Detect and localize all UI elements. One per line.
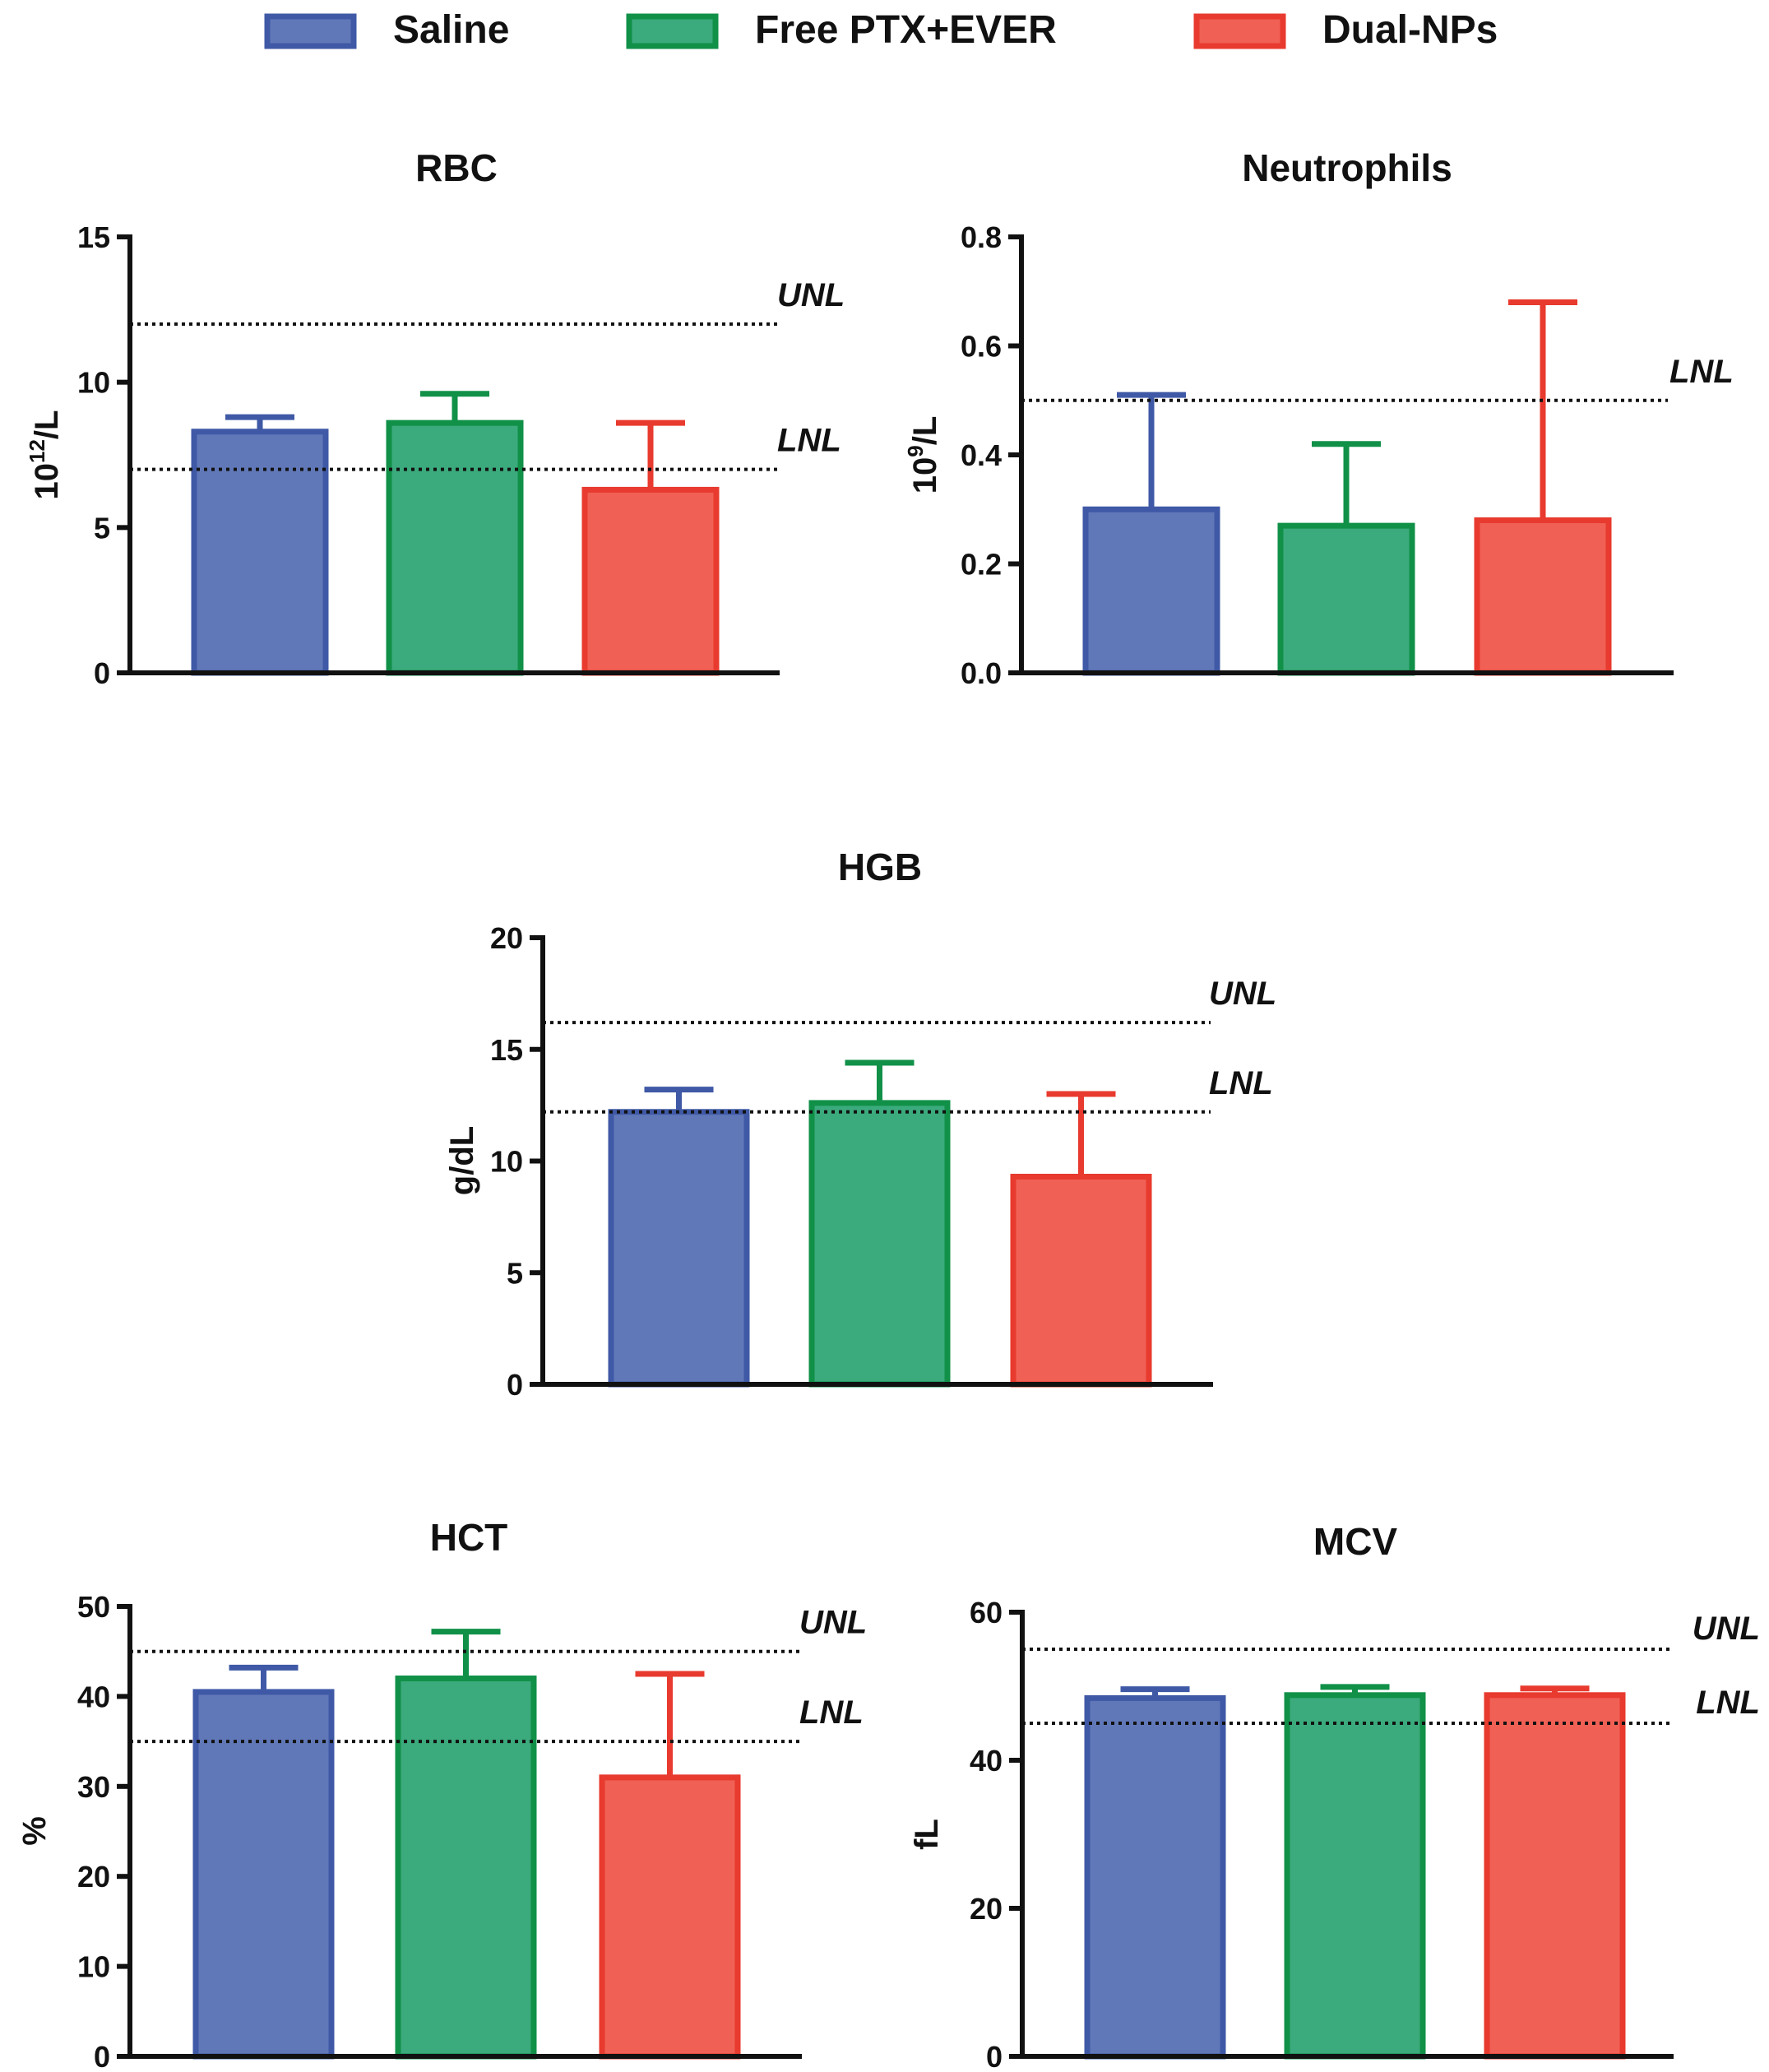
y-tick-label: 0.0	[961, 656, 1002, 690]
y-tick-label: 20	[970, 1892, 1003, 1926]
bar-saline	[608, 1109, 750, 1388]
legend: Saline Free PTX+EVER Dual-NPs	[264, 8, 1498, 52]
reference-label-lnl: LNL	[1209, 1065, 1273, 1101]
y-axis-label: g/dL	[444, 1126, 480, 1195]
legend-item-saline: Saline	[264, 8, 509, 52]
y-tick-label: 15	[490, 1033, 523, 1067]
y-tick-label: 40	[77, 1680, 110, 1713]
y-tick-label: 0	[986, 2040, 1003, 2072]
y-tick-label: 0.6	[961, 330, 1002, 364]
chart-title: HCT	[430, 1516, 508, 1559]
reference-label-lnl: LNL	[1669, 354, 1734, 390]
reference-label-lnl: LNL	[799, 1694, 864, 1731]
bar-dual-nps	[1010, 1174, 1152, 1388]
y-tick-label: 40	[970, 1744, 1003, 1778]
y-axis-label: 109/L	[903, 416, 943, 494]
legend-label-dual-nps: Dual-NPs	[1322, 8, 1498, 52]
bar-free-ptx-ever	[395, 1676, 537, 2060]
legend-label-free-ptx-ever: Free PTX+EVER	[755, 8, 1057, 52]
legend-swatch-saline	[264, 13, 357, 49]
chart-neutrophils: Neutrophils 109/L LNL 0.0 0.2 0.4 0.6 0.8	[903, 146, 1734, 690]
y-tick-label: 0.2	[961, 548, 1002, 582]
y-tick-label: 15	[77, 220, 110, 254]
y-axis-label-base: 10	[907, 457, 943, 494]
reference-label-unl: UNL	[799, 1605, 867, 1641]
legend-label-saline: Saline	[393, 8, 509, 52]
legend-item-dual-nps: Dual-NPs	[1193, 8, 1498, 52]
bar-free-ptx-ever	[1277, 522, 1415, 676]
legend-swatch-dual-nps	[1193, 13, 1286, 49]
chart-title: Neutrophils	[1242, 146, 1452, 189]
y-axis-label: 1012/L	[25, 410, 65, 500]
y-axis-label: %	[16, 1816, 53, 1846]
y-axis-label: fL	[909, 1819, 945, 1850]
y-tick-label: 5	[94, 511, 110, 545]
y-tick-label: 50	[77, 1590, 110, 1624]
y-axis-label-suffix: /L	[29, 410, 65, 440]
y-tick-label: 10	[77, 366, 110, 400]
y-tick-label: 0	[507, 1368, 523, 1402]
charts: RBC1012/LUNLLNL051015Neutrophils109/LLNL…	[16, 146, 1760, 2072]
bar-saline	[1082, 506, 1220, 676]
bar-dual-nps	[1484, 1692, 1626, 2060]
chart-hgb: HGB g/dL UNL LNL 0 5 10 15 20	[444, 846, 1276, 1402]
reference-label-lnl: LNL	[777, 423, 841, 459]
legend-item-free-ptx-ever: Free PTX+EVER	[626, 8, 1057, 52]
reference-label-lnl: LNL	[1696, 1685, 1760, 1721]
y-tick-label: 20	[77, 1860, 110, 1894]
chart-title: HGB	[838, 846, 922, 888]
y-tick-label: 10	[490, 1145, 523, 1179]
legend-swatch-free-ptx-ever	[626, 13, 719, 49]
y-tick-label: 10	[77, 1950, 110, 1984]
y-axis-label-suffix: /L	[907, 416, 943, 446]
bar-saline	[1084, 1694, 1226, 2060]
y-axis-label-superscript: 12	[25, 439, 49, 463]
bar-free-ptx-ever	[1284, 1692, 1426, 2060]
y-tick-label: 0	[94, 656, 110, 690]
y-axis-label-base: 10	[29, 463, 65, 500]
bar-free-ptx-ever	[808, 1100, 951, 1388]
y-tick-label: 0.4	[961, 438, 1002, 472]
y-axis-label-base: fL	[909, 1819, 945, 1850]
bar-saline	[191, 429, 329, 676]
reference-label-unl: UNL	[1209, 976, 1276, 1012]
reference-label-unl: UNL	[1693, 1611, 1760, 1647]
reference-label-unl: UNL	[777, 277, 845, 313]
chart-title: MCV	[1313, 1520, 1398, 1563]
y-tick-label: 0.8	[961, 220, 1002, 254]
chart-title: RBC	[415, 146, 498, 189]
bar-dual-nps	[1474, 517, 1612, 676]
y-tick-label: 5	[507, 1256, 523, 1290]
chart-mcv: MCV fL UNL LNL 0 20 40 60	[909, 1520, 1760, 2072]
y-tick-label: 0	[94, 2040, 110, 2072]
bar-dual-nps	[581, 486, 720, 676]
chart-hct: HCT% UNL LNL 0 10 20 30 40 50	[16, 1516, 867, 2072]
y-axis-label-base: %	[16, 1816, 53, 1846]
y-tick-label: 60	[970, 1596, 1003, 1629]
y-axis-label-base: g/dL	[444, 1126, 480, 1195]
bar-free-ptx-ever	[386, 419, 524, 676]
y-tick-label: 20	[490, 921, 523, 955]
y-tick-label: 30	[77, 1770, 110, 1804]
bar-dual-nps	[599, 1774, 741, 2060]
bar-saline	[192, 1689, 335, 2060]
y-axis-label-superscript: 9	[903, 445, 928, 457]
